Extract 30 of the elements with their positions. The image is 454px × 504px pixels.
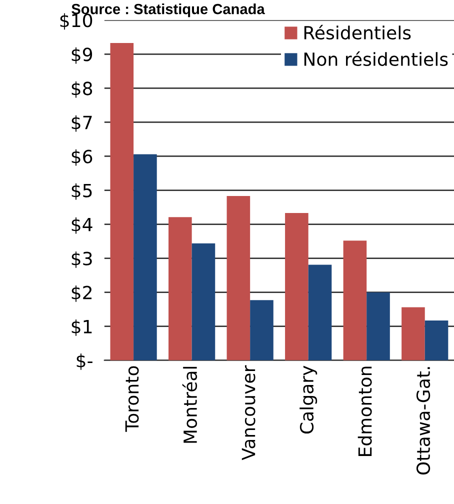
legend-label: Non résidentiels [304,51,448,66]
bar [424,320,448,360]
x-tick-label: Vancouver [242,365,256,460]
bar [285,213,308,360]
y-tick-label: $- [76,354,92,370]
x-tick-label: Montréal [182,366,198,443]
bar [250,300,274,360]
y-tick-label: $8 [72,81,92,98]
bar [308,264,332,360]
bar [366,292,390,360]
x-tick-label: Ottawa-Gat. [416,367,430,475]
y-tick-label: $4 [72,217,92,234]
legend-label: Résidentiels [304,24,411,40]
bar [226,196,250,360]
bar [402,307,425,360]
y-tick-label: $9 [72,47,92,64]
y-tick-label: $3 [72,251,92,268]
bar [110,42,134,360]
bar [134,154,157,360]
bar [168,217,192,360]
y-tick-label: $2 [72,285,92,302]
y-tick-label: $7 [72,115,92,132]
y-tick-label: $5 [72,183,92,200]
x-tick-label: Calgary [300,366,318,434]
bar [343,240,367,360]
bar [192,243,216,360]
x-tick-label: Toronto [125,366,139,432]
x-tick-label: Edmonton [358,366,372,456]
y-tick-label: $1 [72,319,92,336]
y-tick-label: $6 [72,149,92,166]
